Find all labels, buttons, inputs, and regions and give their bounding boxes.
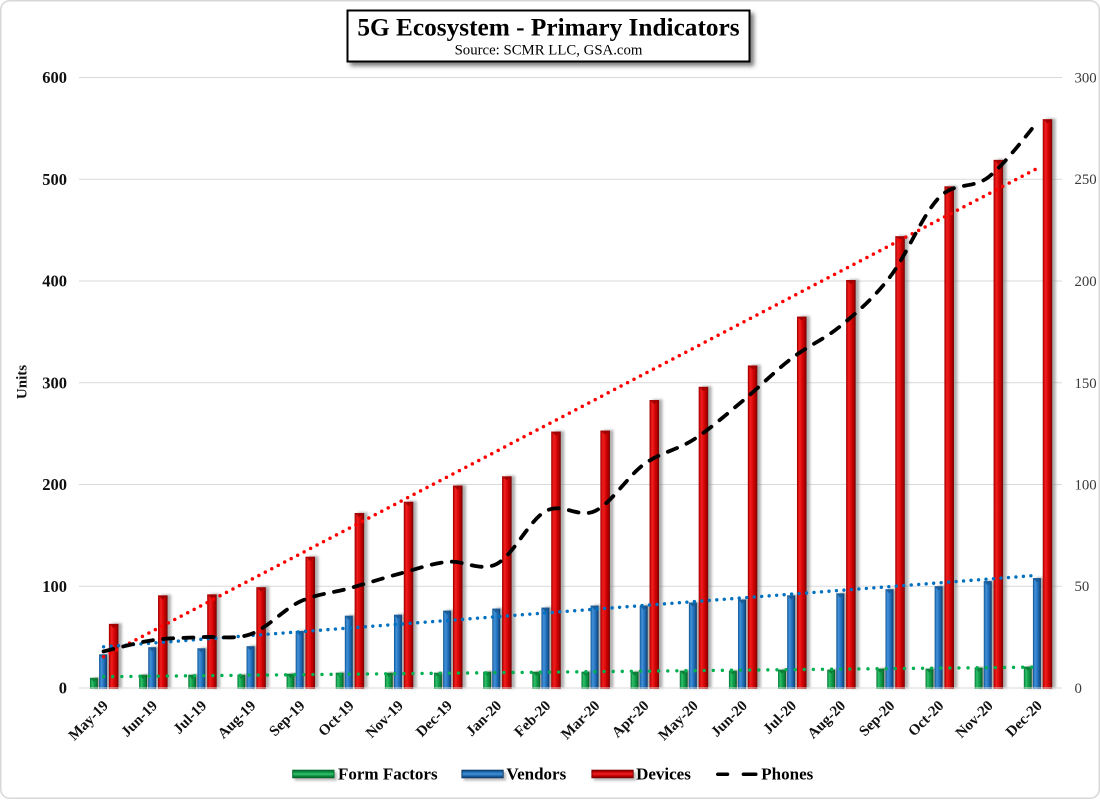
svg-text:500: 500 <box>42 170 67 189</box>
svg-text:300: 300 <box>1075 71 1097 87</box>
svg-text:Units: Units <box>15 365 31 399</box>
svg-text:100: 100 <box>42 577 67 596</box>
svg-text:Phones: Phones <box>761 765 813 784</box>
svg-text:0: 0 <box>59 679 67 698</box>
svg-text:200: 200 <box>42 475 67 494</box>
svg-text:5G Ecosystem - Primary Indicat: 5G Ecosystem - Primary Indicators <box>357 14 739 42</box>
svg-text:Devices: Devices <box>636 765 691 784</box>
svg-text:600: 600 <box>42 68 67 87</box>
svg-text:250: 250 <box>1075 172 1097 188</box>
svg-text:Vendors: Vendors <box>506 765 566 784</box>
svg-text:200: 200 <box>1075 274 1097 290</box>
svg-text:150: 150 <box>1075 376 1097 392</box>
svg-text:100: 100 <box>1075 478 1097 494</box>
svg-text:0: 0 <box>1075 681 1082 697</box>
svg-text:50: 50 <box>1075 579 1090 595</box>
svg-text:Form Factors: Form Factors <box>338 765 438 784</box>
svg-text:Source: SCMR LLC, GSA.com: Source: SCMR LLC, GSA.com <box>455 43 643 59</box>
svg-text:300: 300 <box>42 373 67 392</box>
svg-text:400: 400 <box>42 272 67 291</box>
